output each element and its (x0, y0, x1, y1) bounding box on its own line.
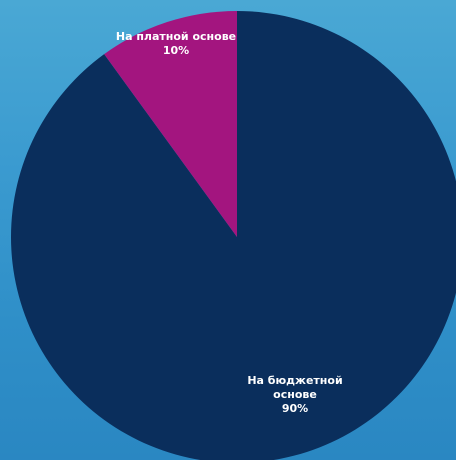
slice-value-label: 10% (163, 44, 189, 57)
slice-value-label: 90% (282, 402, 308, 415)
slice-category-label: На бюджетной (247, 374, 342, 387)
pie-labels: На бюджетной основе 90% На платной основе 10… (116, 30, 343, 415)
pie-slice (11, 11, 456, 460)
pie-slice (104, 11, 238, 237)
slice-label: На платной основе 10% (116, 30, 236, 57)
slice-label: На бюджетной основе 90% (247, 374, 342, 415)
slice-category-label: основе (273, 388, 317, 401)
pie-slices (11, 11, 456, 460)
slice-category-label: На платной основе (116, 30, 236, 43)
